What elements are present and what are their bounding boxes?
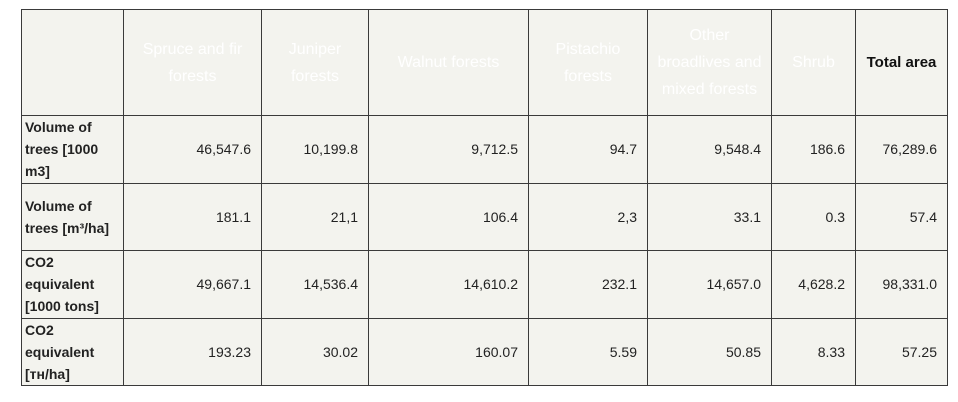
- table-cell: 0.3: [771, 182, 856, 251]
- table-cell: 46,547.6: [123, 115, 262, 184]
- table-row: Volume of trees [m³/ha] 181.1 21,1 106.4…: [21, 182, 948, 251]
- table-row: CO2 equivalent [тн/ha] 193.23 30.02 160.…: [21, 317, 948, 386]
- header-row: Spruce and fir forests Juniper forests W…: [21, 9, 948, 116]
- table-cell: 14,536.4: [261, 250, 369, 319]
- table-container: Spruce and fir forests Juniper forests W…: [21, 9, 948, 386]
- table-row: CO2 equivalent [1000 tons] 49,667.1 14,5…: [21, 250, 948, 319]
- table-cell: 33.1: [647, 182, 772, 251]
- table-cell: 14,610.2: [368, 250, 529, 319]
- table-cell: 10,199.8: [261, 115, 369, 184]
- table-cell: 49,667.1: [123, 250, 262, 319]
- table-cell: 98,331.0: [855, 250, 948, 319]
- table-cell: 106.4: [368, 182, 529, 251]
- table-cell: 193.23: [123, 317, 262, 386]
- row-label-volume-m3-ha: Volume of trees [m³/ha]: [21, 182, 124, 251]
- row-label-volume-1000m3: Volume of trees [1000 m3]: [21, 115, 124, 184]
- table-cell: 9,548.4: [647, 115, 772, 184]
- table-cell: 4,628.2: [771, 250, 856, 319]
- header-other-broadleaves: Other broadlives and mixed forests: [647, 9, 772, 116]
- table-cell: 181.1: [123, 182, 262, 251]
- table-cell: 57.25: [855, 317, 948, 386]
- table-cell: 9,712.5: [368, 115, 529, 184]
- table-cell: 2,3: [528, 182, 648, 251]
- header-pistachio: Pistachio forests: [528, 9, 648, 116]
- table-cell: 76,289.6: [855, 115, 948, 184]
- table-cell: 8.33: [771, 317, 856, 386]
- table-cell: 5.59: [528, 317, 648, 386]
- table-cell: 160.07: [368, 317, 529, 386]
- forest-data-table: Spruce and fir forests Juniper forests W…: [21, 9, 948, 386]
- header-total-area: Total area: [855, 9, 948, 116]
- table-cell: 186.6: [771, 115, 856, 184]
- header-shrub: Shrub: [771, 9, 856, 116]
- table-cell: 21,1: [261, 182, 369, 251]
- table-cell: 50.85: [647, 317, 772, 386]
- header-empty: [21, 9, 124, 116]
- table-row: Volume of trees [1000 m3] 46,547.6 10,19…: [21, 115, 948, 184]
- table-cell: 14,657.0: [647, 250, 772, 319]
- header-spruce-fir: Spruce and fir forests: [123, 9, 262, 116]
- table-cell: 57.4: [855, 182, 948, 251]
- header-walnut: Walnut forests: [368, 9, 529, 116]
- header-juniper: Juniper forests: [261, 9, 369, 116]
- row-label-co2-1000tons: CO2 equivalent [1000 tons]: [21, 250, 124, 319]
- table-cell: 30.02: [261, 317, 369, 386]
- table-cell: 94.7: [528, 115, 648, 184]
- row-label-co2-tn-ha: CO2 equivalent [тн/ha]: [21, 317, 124, 386]
- table-cell: 232.1: [528, 250, 648, 319]
